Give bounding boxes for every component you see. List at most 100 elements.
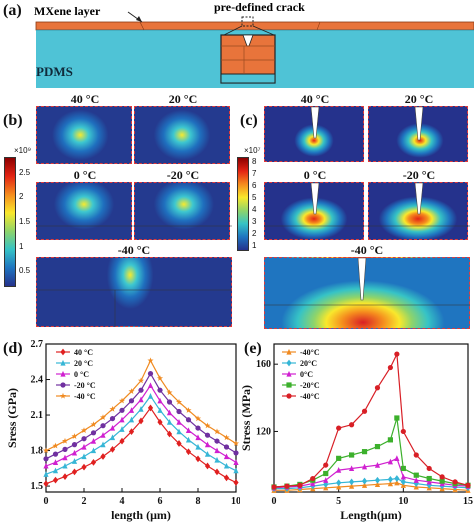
stress-gpa-chart: 0 2 4 6 8 10 1.5 1.8 2.1 2.4 2.7 length (μm) Sress (… xyxy=(5,339,240,522)
y-axis-label: Sress (GPa) xyxy=(5,388,19,448)
data-point xyxy=(336,425,342,431)
data-point xyxy=(176,440,182,447)
data-point xyxy=(109,415,116,422)
data-point xyxy=(452,479,458,485)
data-point xyxy=(90,447,97,454)
data-point xyxy=(323,481,329,488)
legend-label-4: -40°C xyxy=(300,392,320,401)
data-point xyxy=(204,432,211,438)
data-point xyxy=(361,408,368,414)
data-point xyxy=(62,462,68,469)
data-point xyxy=(81,436,87,442)
data-point xyxy=(233,459,239,465)
data-point xyxy=(138,396,144,403)
x-tick-label-1: 5 xyxy=(336,496,341,507)
data-point xyxy=(413,452,419,458)
data-point xyxy=(394,475,400,482)
y-tick-label-4: 2.7 xyxy=(31,339,44,350)
stress-mpa-chart: 0 5 10 15 120 160 Length(μm) Stress (MPa) -40°C 2… xyxy=(239,343,473,522)
data-point xyxy=(81,443,87,450)
data-point xyxy=(465,482,471,488)
data-point xyxy=(166,399,173,405)
data-point xyxy=(426,465,432,472)
data-point xyxy=(100,441,106,448)
panel-b-cb-tick-4: 1 xyxy=(19,242,24,251)
legend-label-3: -20°C xyxy=(300,381,320,390)
data-point xyxy=(147,357,154,364)
data-point xyxy=(52,459,59,465)
data-point xyxy=(185,448,192,456)
legend-marker-2 xyxy=(60,370,66,377)
panel-b-temp-3: 0 °C xyxy=(73,168,97,182)
legend-marker-4 xyxy=(286,393,292,399)
pdms-label: PDMS xyxy=(36,64,73,79)
panel-c-cb-tick-2: 7 xyxy=(252,169,257,178)
data-point xyxy=(90,459,97,466)
data-point xyxy=(233,479,239,486)
data-point xyxy=(204,441,211,448)
data-point xyxy=(310,475,316,482)
data-point xyxy=(439,474,445,480)
data-point xyxy=(400,473,406,480)
data-point xyxy=(374,476,381,484)
legend-label-2: 0 °C xyxy=(74,370,89,379)
data-point xyxy=(109,434,116,441)
data-point xyxy=(62,446,68,452)
x-tick-label-3: 6 xyxy=(158,496,163,507)
legend-label-4: -40 °C xyxy=(74,392,96,401)
data-point xyxy=(119,426,125,432)
panel-a-schematic xyxy=(35,11,474,88)
data-point xyxy=(336,467,342,473)
data-point xyxy=(387,458,393,465)
data-point xyxy=(271,484,277,490)
data-point xyxy=(52,451,59,457)
data-point xyxy=(400,428,406,435)
data-point xyxy=(137,377,145,384)
panel-c-cb-tick-6: 3 xyxy=(252,217,257,226)
data-point xyxy=(81,463,87,471)
crack-label: pre-defined crack xyxy=(214,0,305,14)
panel-c-cb-tick-1: 8 xyxy=(252,157,257,166)
panel-e-label: (e) xyxy=(244,340,262,357)
data-point xyxy=(223,474,230,482)
panel-b-label: (b) xyxy=(3,112,23,129)
panel-b-sim-40c xyxy=(36,106,132,164)
data-point xyxy=(128,388,135,394)
data-point xyxy=(310,480,316,487)
data-point xyxy=(99,414,107,420)
data-point xyxy=(223,444,230,450)
data-point xyxy=(387,437,393,443)
data-point xyxy=(284,483,290,489)
legend-marker-1 xyxy=(286,359,292,367)
data-point xyxy=(349,478,355,486)
mxene-layer-label: MXene layer xyxy=(34,4,101,18)
data-point xyxy=(194,415,202,422)
panel-c-label: (c) xyxy=(240,112,258,129)
panel-c-colorbar-exp: ×10⁷ xyxy=(244,146,261,155)
panel-c-cb-tick-8: 1 xyxy=(252,241,257,250)
data-point xyxy=(138,387,144,393)
data-point xyxy=(214,438,220,444)
panel-b-sim-20c xyxy=(134,106,230,164)
panel-c-cb-tick-5: 4 xyxy=(252,205,257,214)
data-point xyxy=(176,419,182,425)
panel-c-temp-4: -20 °C xyxy=(402,168,436,182)
data-point xyxy=(394,415,400,421)
data-point xyxy=(223,462,230,469)
y-tick-label-0: 1.5 xyxy=(31,481,44,492)
panel-b-sim-minus20c xyxy=(134,182,230,240)
data-point xyxy=(128,428,135,436)
legend-marker-1 xyxy=(60,359,66,366)
data-point xyxy=(119,437,125,445)
data-point xyxy=(361,482,368,488)
data-point xyxy=(43,462,49,469)
panel-a-label: (a) xyxy=(3,2,22,19)
data-point xyxy=(71,442,78,448)
data-point xyxy=(204,462,211,470)
legend-marker-0 xyxy=(286,348,292,355)
y-tick-label-3: 2.4 xyxy=(31,375,44,386)
x-axis-label: Length(μm) xyxy=(340,508,401,522)
y-tick-label-2: 160 xyxy=(256,359,271,370)
data-point xyxy=(394,351,400,357)
data-point xyxy=(214,447,220,454)
